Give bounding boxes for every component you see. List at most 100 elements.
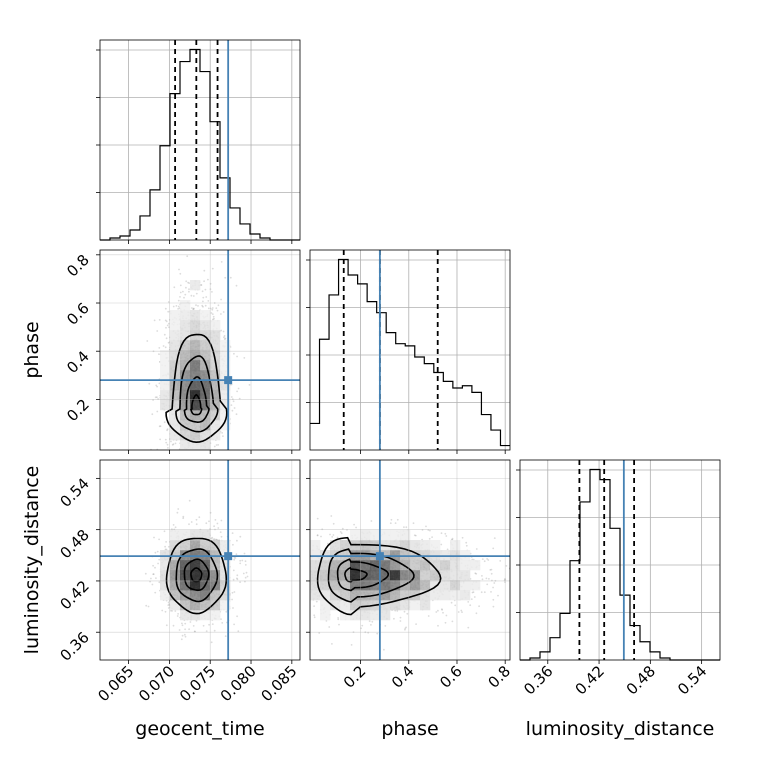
sample-point — [154, 591, 157, 594]
density-cell — [180, 390, 191, 401]
density-cell — [190, 280, 201, 291]
sample-point — [177, 508, 180, 510]
sample-point — [232, 400, 235, 403]
sample-point — [148, 382, 151, 385]
sample-point — [223, 338, 226, 340]
sample-point — [182, 517, 185, 520]
sample-point — [177, 305, 180, 308]
sample-point — [210, 641, 213, 644]
sample-point — [157, 562, 160, 565]
sample-point — [166, 428, 169, 430]
sample-point — [192, 308, 195, 311]
sample-point — [156, 410, 159, 413]
sample-point — [165, 320, 168, 323]
density-cell — [220, 360, 231, 371]
sample-point — [167, 601, 170, 604]
sample-point — [164, 307, 167, 310]
sample-point — [184, 628, 187, 631]
truth-marker — [224, 376, 233, 385]
sample-point — [200, 284, 203, 286]
sample-point — [158, 319, 161, 321]
sample-point — [164, 319, 167, 322]
sample-point — [188, 288, 190, 291]
density-cell — [190, 420, 201, 431]
sample-point — [171, 610, 174, 612]
sample-point — [244, 564, 247, 566]
sample-point — [203, 269, 206, 272]
sample-point — [222, 311, 225, 313]
sample-point — [152, 564, 155, 567]
sample-point — [155, 577, 157, 579]
density-cell — [180, 430, 191, 441]
sample-point — [202, 296, 205, 299]
density-cell — [160, 390, 171, 401]
sample-point — [239, 559, 242, 562]
density-cell — [210, 390, 221, 401]
sample-point — [184, 622, 187, 625]
contour-0 — [190, 393, 203, 416]
sample-point — [231, 532, 234, 534]
sample-point — [167, 447, 169, 449]
sample-point — [179, 296, 181, 298]
sample-point — [233, 623, 236, 626]
hist-outline-luminosity_distance — [520, 468, 720, 661]
sample-point — [189, 621, 192, 623]
hist-panel-luminosity_distance — [516, 459, 721, 664]
density-cell — [190, 400, 201, 411]
sample-point — [205, 450, 207, 452]
sample-point — [172, 305, 175, 308]
density-cell — [200, 370, 211, 381]
sample-point — [235, 553, 238, 556]
sample-point — [231, 409, 234, 412]
sample-point — [188, 456, 190, 458]
sample-point — [224, 635, 227, 637]
density-cell — [210, 320, 221, 331]
sample-point — [156, 330, 159, 332]
density-cell — [180, 360, 191, 371]
hist-outline-geocent_time — [100, 48, 300, 241]
sample-point — [184, 293, 187, 296]
sample-point — [202, 300, 204, 303]
sample-point — [233, 407, 236, 409]
sample-point — [239, 535, 242, 538]
sample-point — [165, 326, 167, 329]
density-cell — [160, 350, 171, 361]
sample-point — [222, 435, 224, 437]
sample-point — [210, 312, 213, 314]
sample-point — [188, 523, 190, 526]
density-cell — [220, 420, 231, 431]
sample-point — [210, 537, 213, 540]
contour-1 — [183, 376, 210, 424]
density-cell — [200, 410, 211, 421]
sample-point — [227, 456, 229, 458]
sample-point — [154, 566, 156, 569]
sample-point — [158, 382, 161, 385]
sample-point — [202, 624, 205, 627]
density-cell — [200, 350, 211, 361]
sample-point — [230, 383, 233, 386]
sample-point — [181, 634, 184, 637]
sample-point — [243, 552, 246, 555]
sample-point — [221, 622, 224, 624]
sample-point — [221, 432, 224, 434]
density-cell — [180, 420, 191, 431]
density-panel-geocent_time-phase — [96, 249, 301, 458]
sample-point — [198, 516, 201, 519]
density-cell — [220, 380, 231, 391]
sample-point — [179, 284, 182, 287]
density-cell — [190, 350, 201, 361]
density-cell — [200, 340, 211, 351]
panel-frame — [99, 249, 301, 451]
sample-point — [172, 524, 175, 526]
density-cell — [190, 360, 201, 371]
sample-point — [154, 396, 157, 399]
hist-outline-phase — [310, 258, 510, 447]
density-cell — [200, 320, 211, 331]
sample-point — [193, 630, 196, 633]
sample-point — [156, 396, 158, 399]
density-cell — [170, 310, 181, 321]
sample-point — [215, 444, 218, 446]
sample-point — [220, 298, 223, 301]
sample-point — [220, 519, 223, 522]
density-cell — [170, 380, 181, 391]
